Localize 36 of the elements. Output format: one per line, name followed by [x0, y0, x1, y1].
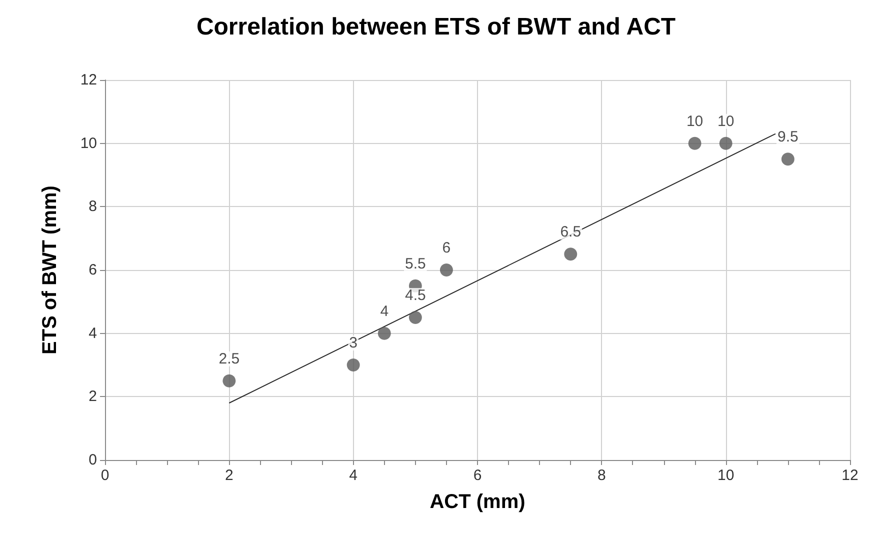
data-label: 10 [686, 112, 704, 130]
y-tick-label: 12 [80, 72, 97, 88]
data-label: 4.5 [404, 287, 426, 304]
point [378, 326, 391, 340]
point [346, 358, 360, 372]
data-label: 9.5 [777, 128, 798, 146]
x-tick-label: 8 [597, 467, 606, 484]
data-label: 3 [349, 334, 358, 352]
y-tick-label: 10 [80, 134, 97, 152]
data-label: 5.5 [404, 255, 426, 272]
x-tick-label: 6 [473, 467, 482, 484]
data-label: 4 [380, 302, 389, 320]
y-axis-title: ETS of BWT (mm) [39, 186, 61, 354]
data-label: 6 [442, 240, 451, 256]
y-tick-label: 8 [88, 198, 97, 216]
x-axis-title: ACT (mm) [430, 491, 526, 513]
point [719, 136, 732, 150]
x-tick-label: 0 [100, 467, 110, 484]
x-tick-label: 2 [224, 467, 234, 484]
data-label: 2.5 [218, 350, 240, 368]
data-label: 10 [717, 112, 734, 130]
x-tick-label: 4 [349, 467, 358, 484]
point [781, 152, 794, 166]
x-tick-label: 12 [842, 467, 858, 484]
y-tick-label: 4 [88, 324, 97, 342]
point [408, 311, 422, 324]
chart-title: Correlation between ETS of BWT and ACT [196, 14, 676, 40]
point [222, 374, 236, 388]
data-label: 6.5 [560, 224, 582, 241]
point [688, 136, 702, 150]
point [440, 264, 453, 276]
x-tick-label: 10 [717, 467, 734, 484]
y-tick-label: 6 [88, 262, 97, 278]
y-tick-label: 2 [88, 388, 97, 406]
y-tick-label: 0 [88, 452, 97, 468]
point [564, 248, 578, 261]
